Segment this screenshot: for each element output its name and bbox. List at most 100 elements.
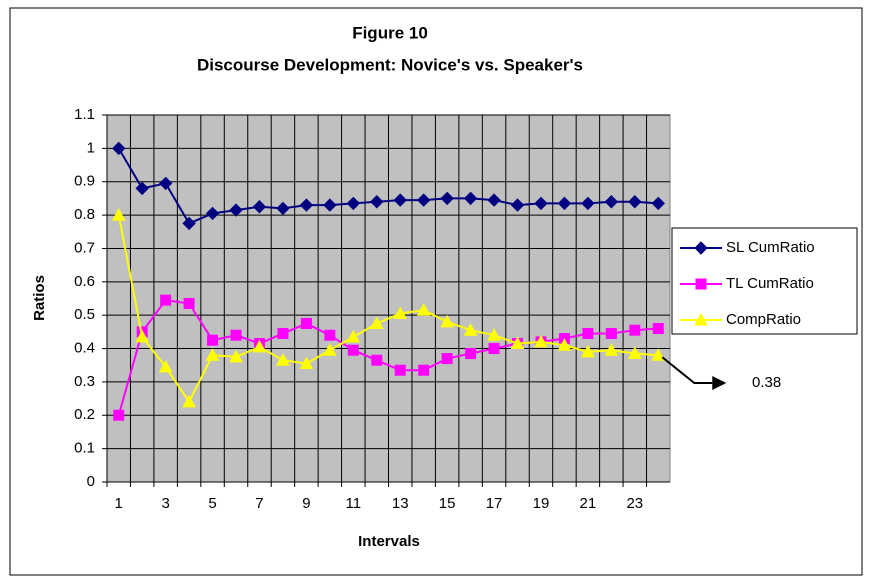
data-point — [465, 348, 477, 360]
data-point — [510, 198, 525, 212]
data-point — [135, 181, 149, 196]
data-point — [440, 314, 454, 328]
chart-title: Figure 10 — [352, 23, 428, 42]
data-point — [252, 200, 267, 214]
data-point — [252, 339, 267, 353]
data-point — [534, 334, 548, 348]
x-tick-label: 15 — [439, 495, 456, 512]
data-point — [628, 195, 642, 209]
data-point — [229, 203, 243, 217]
data-point — [113, 409, 125, 421]
data-point — [394, 364, 406, 376]
data-point — [393, 306, 408, 320]
data-point — [276, 353, 290, 366]
y-tick-label: 0.1 — [74, 440, 95, 457]
data-point — [605, 328, 617, 340]
y-tick-label: 0.8 — [74, 206, 95, 223]
x-tick-label: 11 — [346, 495, 362, 512]
data-point — [581, 196, 595, 211]
legend-marker — [694, 312, 708, 326]
y-tick-label: 0.7 — [74, 239, 95, 256]
y-tick-label: 0.4 — [74, 340, 95, 357]
data-point — [369, 316, 384, 330]
data-point — [416, 193, 431, 207]
x-tick-label: 1 — [115, 495, 123, 512]
y-tick-label: 0.2 — [74, 406, 95, 423]
x-tick-label: 7 — [255, 495, 263, 512]
data-point — [627, 346, 642, 360]
x-tick-label: 9 — [302, 495, 310, 512]
data-point — [158, 359, 173, 373]
y-tick-label: 1.1 — [74, 106, 95, 123]
x-tick-label: 17 — [486, 495, 503, 512]
data-point — [581, 344, 595, 358]
data-point — [276, 201, 290, 216]
x-tick-label: 5 — [208, 495, 216, 512]
data-point — [135, 329, 150, 343]
data-point — [323, 343, 337, 356]
data-point — [323, 198, 337, 212]
arrow-head — [712, 376, 727, 390]
data-point — [651, 348, 666, 361]
data-point — [182, 216, 196, 231]
annotation: 0.38 — [752, 374, 781, 391]
y-tick-label: 0.6 — [74, 273, 95, 290]
data-point — [112, 141, 126, 156]
y-axis-label: Ratios — [31, 275, 48, 321]
data-point — [371, 354, 383, 366]
x-tick-label: 19 — [533, 495, 550, 512]
x-tick-label: 21 — [580, 495, 597, 512]
data-point — [347, 344, 359, 356]
data-point — [300, 318, 312, 330]
x-tick-label: 23 — [626, 495, 643, 512]
data-point — [463, 191, 478, 206]
data-point — [160, 294, 172, 306]
data-point — [440, 191, 454, 206]
data-point — [652, 323, 664, 335]
data-point — [346, 329, 361, 343]
data-point — [557, 338, 572, 351]
x-axis-label: Intervals — [358, 533, 420, 550]
data-point — [534, 196, 548, 211]
data-point — [230, 329, 242, 341]
data-point — [205, 206, 220, 221]
data-point — [158, 176, 173, 191]
legend-label: TL CumRatio — [726, 275, 814, 292]
data-point — [488, 343, 500, 355]
legend-marker — [695, 278, 707, 290]
data-point — [418, 364, 430, 376]
data-point — [441, 353, 453, 365]
data-point — [299, 198, 314, 212]
data-point — [651, 196, 665, 211]
legend-marker — [694, 241, 708, 255]
data-point — [324, 329, 336, 341]
data-point — [463, 323, 478, 336]
data-point — [277, 328, 289, 340]
data-point — [487, 328, 501, 341]
data-point — [393, 193, 407, 207]
data-point — [416, 303, 431, 316]
y-tick-label: 0 — [87, 473, 95, 490]
data-point — [582, 328, 594, 340]
y-tick-label: 0.9 — [74, 173, 95, 190]
legend-label: SL CumRatio — [726, 239, 815, 256]
x-tick-label: 13 — [392, 495, 409, 512]
y-tick-label: 1 — [87, 139, 95, 156]
data-point — [557, 196, 572, 211]
legend-label: CompRatio — [726, 311, 801, 328]
data-point — [183, 298, 195, 310]
data-point — [510, 336, 525, 350]
data-point — [370, 195, 384, 209]
data-point — [629, 324, 641, 336]
data-point — [487, 193, 501, 207]
data-point — [182, 394, 196, 408]
y-tick-label: 0.3 — [74, 373, 95, 390]
y-tick-label: 0.5 — [74, 306, 95, 323]
data-point — [229, 349, 243, 363]
chart-subtitle: Discourse Development: Novice's vs. Spea… — [197, 55, 583, 74]
data-point — [207, 334, 219, 346]
data-point — [205, 348, 220, 361]
data-point — [346, 196, 361, 211]
x-tick-label: 3 — [161, 495, 169, 512]
